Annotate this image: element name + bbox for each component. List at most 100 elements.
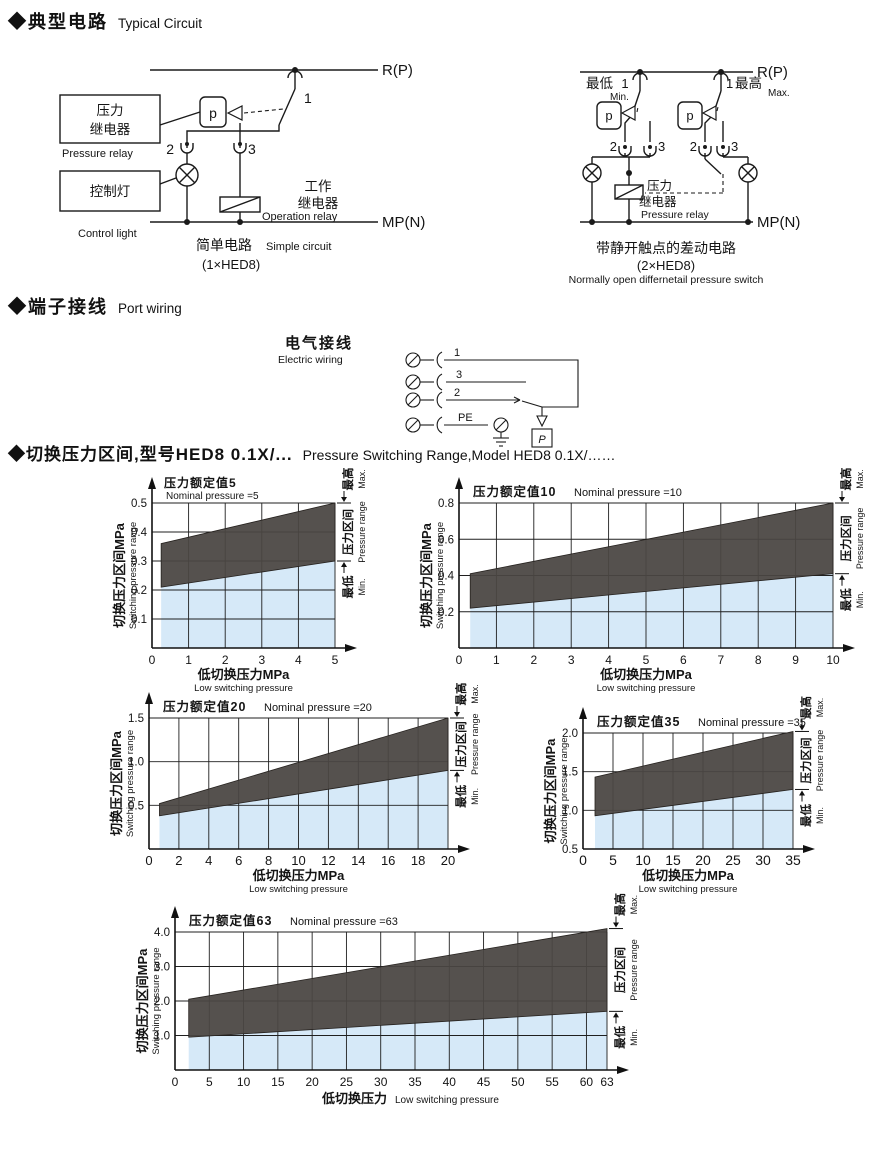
max-label-en: Max. <box>768 88 790 99</box>
x-tick-label: 35 <box>408 1075 422 1089</box>
y-axis-arrow-icon <box>145 692 153 704</box>
caption-model: (1×HED8) <box>202 257 260 272</box>
wiring-title-en: Electric wiring <box>278 354 343 366</box>
chart-axes <box>582 719 805 850</box>
chart-axes <box>174 918 619 1071</box>
chart-title-en: Nominal pressure =20 <box>264 702 372 714</box>
junction-dot <box>237 219 243 225</box>
section-switching-range-header: ◆切换压力区间,型号HED8 0.1X/... Pressure Switchi… <box>8 440 615 465</box>
x-tick-label: 5 <box>609 852 617 868</box>
x-axis-label-en: Low switching pressure <box>194 683 293 694</box>
low-pressure-area <box>188 1011 607 1070</box>
x-tick-label: 30 <box>755 852 771 868</box>
y-axis-label-cn: 切换压力区间MPa <box>419 522 434 628</box>
x-tick-label: 5 <box>643 653 650 667</box>
x-tick-label: 8 <box>265 853 272 868</box>
simple-circuit-diagram: R(P) MP(N) 1 p 压力 继电器 Pressure relay 2 控… <box>59 62 425 272</box>
switching-band-area <box>160 502 336 588</box>
section-title-cn: ◆典型电路 <box>8 12 108 32</box>
y-tick-label: 0.4 <box>438 571 455 583</box>
line-label-rp: R(P) <box>382 62 413 79</box>
x-tick-label: 2 <box>175 853 182 868</box>
contact-2a-label: 2 <box>610 139 617 154</box>
caption-en: Simple circuit <box>266 241 331 253</box>
chart-title-cn: 压力额定值63 <box>189 913 272 928</box>
junction-dot <box>637 69 643 75</box>
x-tick-label: 1 <box>493 653 500 667</box>
chart-axes <box>148 704 460 850</box>
switching-band-area <box>469 502 834 609</box>
y-axis-label-en: Switching pressure range <box>151 947 162 1054</box>
y-tick-label: 4.0 <box>154 927 170 939</box>
wiring-title-cn: 电气接线 <box>285 334 353 352</box>
pressure-relay-en: Pressure relay <box>62 148 133 160</box>
y-tick-label: 1.0 <box>562 805 578 817</box>
operation-relay-en: Operation relay <box>262 211 338 223</box>
x-tick-label: 0 <box>172 1075 179 1089</box>
y-axis-label-en: Switching pressure range <box>559 737 570 844</box>
x-tick-label: 15 <box>271 1075 285 1089</box>
max-label-cn: 最高 <box>341 468 355 491</box>
x-tick-label: 20 <box>441 853 455 868</box>
y-tick-label: 1.0 <box>128 757 144 769</box>
x-tick-label: 40 <box>443 1075 457 1089</box>
x-axis-label-en: Low switching pressure <box>639 884 738 895</box>
x-tick-label: 35 <box>785 852 801 868</box>
contact-3-label: 3 <box>248 141 256 157</box>
x-axis-arrow-icon <box>458 845 470 853</box>
x-tick-label: 10 <box>291 853 305 868</box>
operation-relay-cn1: 工作 <box>305 179 332 194</box>
x-tick-label: 60 <box>580 1075 594 1089</box>
y-axis-label-cn: 切换压力区间MPa <box>109 730 124 836</box>
y-axis-label-en: Switching pressure range <box>125 730 136 837</box>
x-tick-label: 0 <box>456 653 463 667</box>
control-light-en: Control light <box>78 228 137 240</box>
terminal-3-label: 3 <box>456 369 462 381</box>
pressure-relay-cn1: 压力 <box>647 179 672 193</box>
caption-cn: 简单电路 <box>196 237 252 253</box>
contact-pin <box>703 145 707 149</box>
min-label-en: Min. <box>815 807 825 824</box>
x-tick-label: 3 <box>258 653 265 667</box>
y-axis-arrow-icon <box>455 477 463 489</box>
caption-en: Normally open differnetail pressure swit… <box>569 274 764 286</box>
terminal-pe-label: PE <box>458 412 473 424</box>
line-label-rp: R(P) <box>757 64 788 81</box>
range-label-cn: 压力区间 <box>839 515 853 561</box>
min-label-en: Min. <box>610 92 629 103</box>
line-label-mpn: MP(N) <box>382 214 425 231</box>
min-label-en: Min. <box>629 1029 639 1046</box>
range-label-en: Pressure range <box>357 501 367 563</box>
differential-circuit-diagram: R(P) MP(N) 最低 Min. 1 1 最高 Max. p p 2 3 2… <box>569 64 801 286</box>
section-title-en: Port wiring <box>118 301 182 316</box>
x-axis-label-cn: 低切换压力 <box>321 1091 387 1106</box>
contact-1-label: 1 <box>304 90 312 106</box>
caption-model: (2×HED8) <box>637 258 695 273</box>
y-tick-label: 1.5 <box>562 767 578 779</box>
chart-title-cn: 压力额定值20 <box>163 699 246 714</box>
max-label-cn: 最高 <box>454 683 468 706</box>
range-label-en: Pressure range <box>629 939 639 1001</box>
contact-1b-label: 1 <box>726 76 733 91</box>
max-arrow-icon <box>341 497 347 502</box>
x-tick-label: 6 <box>235 853 242 868</box>
x-tick-label: 10 <box>826 653 840 667</box>
x-tick-label: 20 <box>695 852 711 868</box>
caption-cn: 带静开触点的差动电路 <box>596 240 736 256</box>
y-axis-label-cn: 切换压力区间MPa <box>543 738 558 844</box>
x-tick-label: 7 <box>717 653 724 667</box>
x-tick-label: 30 <box>374 1075 388 1089</box>
switching-band-area <box>159 717 449 817</box>
pilot-arrow-icon <box>620 104 636 122</box>
x-tick-label: 8 <box>755 653 762 667</box>
x-tick-label: 25 <box>725 852 741 868</box>
range-label-en: Pressure range <box>855 508 865 570</box>
y-axis-arrow-icon <box>171 906 179 918</box>
chart-nominal-pressure-20: 0 2 4 6 8 10 12 14 16 18 20 0.5 1.0 1.5 压力额定值20 Nominal… <box>109 683 480 896</box>
x-tick-label: 0 <box>149 653 156 667</box>
chart-nominal-pressure-10: 0 1 2 3 4 5 6 7 8 9 10 0.2 0.4 0.6 0.8 压力额定值10 Nominal p… <box>419 468 865 695</box>
junction-dot <box>626 219 632 225</box>
y-axis-arrow-icon <box>148 477 156 489</box>
